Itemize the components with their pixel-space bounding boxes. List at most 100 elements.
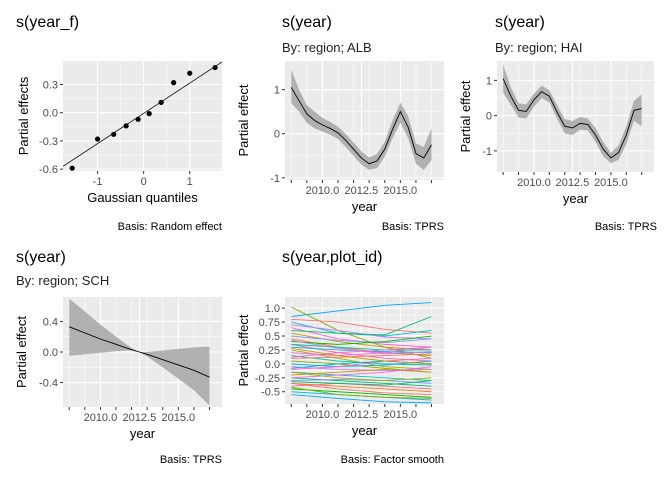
x-tick-label: 2012.5 — [345, 185, 379, 197]
series-line-18 — [291, 360, 432, 368]
y-tick-label: 0 — [274, 129, 280, 141]
y-tick-label: 1 — [486, 75, 492, 87]
series-line-24 — [291, 379, 432, 384]
panel-subtitle: By: region; ALB — [282, 40, 372, 55]
plot-marks — [290, 69, 432, 170]
data-point — [111, 131, 117, 137]
series-line-22 — [291, 368, 432, 376]
series-line-34 — [291, 343, 432, 351]
plot-marks — [63, 61, 222, 171]
panel-p3: -1 0 1 2010.0 2012.5 2015.0 year Partial effect… — [458, 14, 657, 233]
y-axis-title: Partial effect — [236, 84, 251, 156]
y-tick-label: -0.4 — [39, 378, 58, 390]
panel-p5: -0.5 -0.25 0.0 0.25 0.5 0.75 1.0 2010.0 2012.5 20… — [236, 249, 444, 466]
series-line-10 — [291, 335, 432, 345]
series-line-29 — [291, 386, 432, 399]
series-line-20 — [291, 357, 432, 370]
plot-marks — [291, 302, 432, 404]
y-axis-title: Partial effect — [458, 80, 473, 152]
series-line-8 — [291, 335, 432, 344]
y-axis-title: Partial effect — [14, 316, 29, 388]
y-tick-label: -0.5 — [261, 387, 280, 399]
panel-title: s(year_f) — [16, 14, 79, 31]
fitted-line — [290, 87, 432, 165]
panel-subtitle: By: region; HAI — [495, 40, 582, 55]
series-line-27 — [291, 388, 432, 398]
x-tick-label: 0 — [141, 176, 147, 188]
panel-title: s(year) — [16, 249, 66, 266]
panel-p1: -0.6 -0.3 0.0 0.3 -1 0 1 Gaussian quantiles Part… — [16, 14, 222, 233]
fitted-line — [69, 326, 210, 378]
x-tick-label: 2010.0 — [306, 409, 340, 421]
x-tick-label: 2010.0 — [84, 412, 118, 424]
panel-title: s(year,plot_id) — [282, 249, 383, 266]
y-tick-label: 1 — [274, 85, 280, 97]
x-tick-label: 2015.0 — [162, 412, 196, 424]
x-tick-label: 2015.0 — [594, 177, 628, 189]
y-tick-label: -0.3 — [39, 136, 58, 148]
series-line-39 — [291, 380, 432, 386]
x-tick-label: 1 — [187, 176, 193, 188]
panel-p2: -1 0 1 2010.0 2012.5 2015.0 year Partial effect… — [236, 14, 444, 233]
y-tick-label: 1.0 — [265, 303, 280, 315]
y-tick-label: -1 — [482, 146, 492, 158]
x-tick-label: 2015.0 — [384, 409, 418, 421]
plot-marks — [69, 298, 210, 406]
y-tick-label: 0.0 — [43, 347, 58, 359]
series-line-23 — [291, 377, 432, 387]
series-line-32 — [291, 366, 432, 379]
x-tick-label: 2012.5 — [556, 177, 590, 189]
series-line-30 — [291, 382, 432, 395]
y-tick-label: 0 — [486, 111, 492, 123]
basis-caption: Basis: TPRS — [595, 221, 657, 233]
y-tick-label: 0.4 — [43, 316, 58, 328]
series-line-38 — [291, 347, 432, 365]
y-tick-label: 0.75 — [259, 317, 280, 329]
y-tick-label: 0.25 — [259, 345, 280, 357]
x-tick-label: 2010.0 — [306, 185, 340, 197]
series-line-2 — [291, 318, 432, 334]
series-line-26 — [291, 382, 432, 390]
series-line-33 — [291, 371, 432, 382]
x-axis-title: year — [352, 199, 378, 214]
data-point — [94, 136, 101, 142]
confidence-ribbon — [291, 69, 432, 170]
x-tick-label: -1 — [93, 176, 103, 188]
data-point — [171, 80, 177, 86]
panel-title: s(year) — [495, 14, 545, 31]
panel-title: s(year) — [282, 14, 332, 31]
series-line-0 — [291, 302, 432, 317]
y-axis-title: Partial effects — [16, 76, 31, 155]
basis-caption: Basis: Random effect — [118, 221, 222, 233]
data-point — [135, 116, 141, 122]
basis-caption: Basis: TPRS — [382, 221, 444, 233]
data-point — [158, 99, 164, 105]
y-tick-label: 0.0 — [265, 359, 280, 371]
data-point — [123, 123, 129, 129]
y-tick-label: -1 — [270, 173, 280, 185]
data-point — [212, 64, 218, 71]
x-axis-title: year — [130, 426, 156, 441]
basis-caption: Basis: Factor smooth — [341, 454, 444, 466]
x-axis-title: year — [352, 423, 378, 438]
x-tick-label: 2012.5 — [123, 412, 157, 424]
y-tick-label: -0.6 — [39, 164, 58, 176]
plot-marks — [502, 64, 642, 164]
series-line-16 — [291, 353, 432, 359]
x-axis-title: Gaussian quantiles — [87, 190, 198, 205]
y-tick-label: -0.25 — [255, 373, 280, 385]
x-tick-label: 2015.0 — [384, 185, 418, 197]
panel-p4: -0.4 0.0 0.4 2010.0 2012.5 2015.0 year Partial … — [14, 249, 222, 466]
fitted-line — [502, 78, 642, 159]
series-line-6 — [291, 316, 432, 336]
y-tick-label: 0.3 — [43, 80, 58, 92]
x-tick-label: 2012.5 — [345, 409, 379, 421]
data-point — [146, 111, 152, 117]
reference-line — [63, 61, 222, 167]
basis-caption: Basis: TPRS — [160, 454, 222, 466]
panel-subtitle: By: region; SCH — [16, 273, 109, 288]
y-axis-title: Partial effect — [236, 314, 251, 386]
y-tick-label: 0.5 — [265, 331, 280, 343]
series-line-36 — [291, 346, 432, 358]
